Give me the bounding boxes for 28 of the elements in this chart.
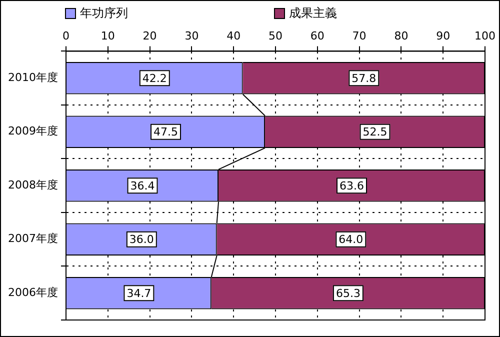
x-tick-label: 10	[100, 29, 115, 42]
data-label: 34.7	[126, 286, 152, 300]
legend-label: 年功序列	[80, 5, 128, 22]
x-tick-label: 0	[62, 29, 70, 42]
x-tick-label: 90	[436, 29, 450, 42]
legend-label: 成果主義	[289, 5, 337, 22]
data-label: 52.5	[362, 126, 388, 139]
x-tick-label: 100	[474, 29, 496, 42]
x-tick-label: 50	[268, 29, 282, 42]
data-label: 42.2	[142, 72, 167, 85]
y-tick-label: 2007年度	[8, 232, 58, 246]
x-tick-label: 70	[352, 29, 366, 42]
x-tick-label: 80	[394, 29, 408, 42]
data-label: 36.0	[129, 233, 154, 246]
y-tick-label: 2008年度	[8, 178, 58, 192]
data-label: 64.0	[338, 233, 364, 246]
x-tick-label: 30	[184, 29, 199, 42]
data-label: 57.8	[352, 72, 376, 85]
x-tick-label: 40	[226, 29, 241, 42]
data-label: 47.5	[154, 126, 178, 139]
x-tick-label: 60	[310, 29, 324, 42]
y-tick-label: 2006年度	[8, 286, 58, 299]
data-label: 36.4	[130, 179, 155, 192]
y-tick-label: 2010年度	[8, 70, 58, 84]
data-label: 63.6	[340, 179, 364, 192]
x-tick-label: 20	[142, 29, 157, 42]
y-tick-label: 2009年度	[8, 124, 58, 138]
data-label: 65.3	[336, 286, 360, 300]
